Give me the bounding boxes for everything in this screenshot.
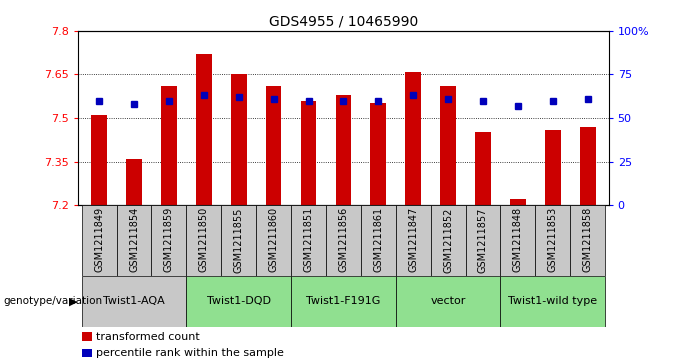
Bar <box>82 276 186 327</box>
Bar <box>82 333 92 341</box>
Bar <box>82 205 116 276</box>
Text: GSM1211860: GSM1211860 <box>269 207 279 272</box>
Bar <box>571 205 605 276</box>
Text: genotype/variation: genotype/variation <box>3 296 103 306</box>
Text: GSM1211849: GSM1211849 <box>94 207 104 272</box>
Bar <box>152 205 186 276</box>
Text: Twist1-AQA: Twist1-AQA <box>103 296 165 306</box>
Text: GSM1211854: GSM1211854 <box>129 207 139 273</box>
Bar <box>266 86 282 205</box>
Text: GSM1211856: GSM1211856 <box>339 207 348 273</box>
Bar <box>361 205 396 276</box>
Bar <box>405 72 421 205</box>
Title: GDS4955 / 10465990: GDS4955 / 10465990 <box>269 14 418 28</box>
Bar <box>545 130 560 205</box>
Bar <box>291 205 326 276</box>
Text: Twist1-F191G: Twist1-F191G <box>306 296 381 306</box>
Text: percentile rank within the sample: percentile rank within the sample <box>97 348 284 358</box>
Bar <box>221 205 256 276</box>
Bar <box>466 205 500 276</box>
Bar <box>396 205 430 276</box>
Bar <box>256 205 291 276</box>
Text: vector: vector <box>430 296 466 306</box>
Bar <box>186 276 291 327</box>
Text: GSM1211850: GSM1211850 <box>199 207 209 273</box>
Bar <box>116 205 152 276</box>
Text: GSM1211855: GSM1211855 <box>234 207 243 273</box>
Bar <box>161 86 177 205</box>
Text: GSM1211851: GSM1211851 <box>303 207 313 273</box>
Text: GSM1211861: GSM1211861 <box>373 207 384 272</box>
Bar <box>500 205 535 276</box>
Bar <box>291 276 396 327</box>
Bar <box>475 132 491 205</box>
Text: GSM1211853: GSM1211853 <box>548 207 558 273</box>
Bar <box>231 74 247 205</box>
Bar <box>91 115 107 205</box>
Bar <box>580 127 596 205</box>
Text: ▶: ▶ <box>69 296 78 306</box>
Bar <box>186 205 221 276</box>
Text: Twist1-wild type: Twist1-wild type <box>508 296 597 306</box>
Text: Twist1-DQD: Twist1-DQD <box>207 296 271 306</box>
Bar <box>326 205 361 276</box>
Bar <box>535 205 571 276</box>
Text: GSM1211847: GSM1211847 <box>408 207 418 273</box>
Bar <box>510 199 526 205</box>
Bar <box>126 159 142 205</box>
Text: transformed count: transformed count <box>97 332 200 342</box>
Bar <box>430 205 466 276</box>
Bar <box>396 276 500 327</box>
Bar <box>371 103 386 205</box>
Text: GSM1211857: GSM1211857 <box>478 207 488 273</box>
Bar <box>301 101 316 205</box>
Text: GSM1211852: GSM1211852 <box>443 207 453 273</box>
Bar <box>500 276 605 327</box>
Text: GSM1211859: GSM1211859 <box>164 207 174 273</box>
Bar <box>196 54 211 205</box>
Text: GSM1211848: GSM1211848 <box>513 207 523 272</box>
Bar <box>82 349 92 357</box>
Text: GSM1211858: GSM1211858 <box>583 207 593 273</box>
Bar <box>440 86 456 205</box>
Bar <box>335 95 352 205</box>
